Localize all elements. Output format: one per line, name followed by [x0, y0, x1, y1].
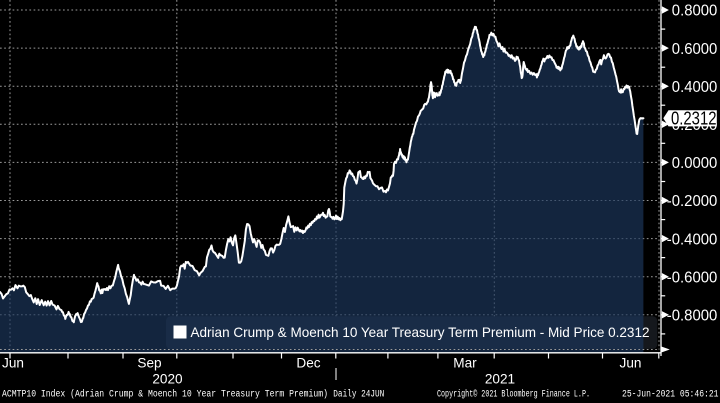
svg-text:2020: 2020	[152, 371, 183, 386]
svg-text:0.8000: 0.8000	[672, 3, 718, 20]
svg-text:Dec: Dec	[296, 355, 320, 370]
svg-text:0.6000: 0.6000	[672, 41, 718, 58]
svg-text:-0.2000: -0.2000	[667, 193, 718, 210]
svg-text:-0.4000: -0.4000	[667, 231, 718, 248]
svg-text:Sep: Sep	[137, 355, 161, 370]
svg-text:Daily 24JUN: Daily 24JUN	[333, 389, 384, 401]
svg-text:ACMTP10 Index (Adrian Crump &: ACMTP10 Index (Adrian Crump & Moench 10 …	[2, 389, 328, 401]
svg-text:0.4000: 0.4000	[672, 79, 718, 96]
svg-text:-0.6000: -0.6000	[667, 269, 718, 286]
svg-text:-0.8000: -0.8000	[667, 308, 718, 325]
svg-text:25-Jun-2021 05:46:21: 25-Jun-2021 05:46:21	[622, 390, 719, 401]
svg-text:Jun: Jun	[2, 355, 24, 370]
svg-text:Adrian Crump & Moench 10 Year: Adrian Crump & Moench 10 Year Treasury T…	[191, 325, 650, 340]
svg-text:0.0000: 0.0000	[672, 155, 718, 172]
svg-text:Copyright© 2021 Bloomberg Fina: Copyright© 2021 Bloomberg Finance L.P.	[437, 389, 590, 401]
svg-text:Mar: Mar	[453, 355, 477, 370]
svg-text:0.2312: 0.2312	[671, 109, 717, 129]
svg-text:Jun: Jun	[620, 355, 642, 370]
svg-text:2021: 2021	[485, 371, 515, 386]
